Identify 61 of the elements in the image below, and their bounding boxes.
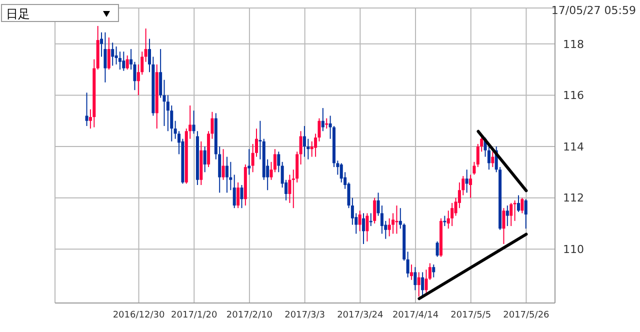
candlestick (111, 42, 114, 66)
candlestick (104, 32, 107, 83)
candlestick (225, 156, 228, 194)
candlestick (417, 272, 420, 298)
x-tick-label: 2017/5/5 (450, 310, 492, 320)
candlestick (428, 262, 432, 280)
candlestick (302, 126, 306, 158)
text: 17/05/27 05:59 (551, 4, 636, 17)
x-tick-label: 2017/4/14 (392, 310, 439, 320)
candlestick (510, 202, 513, 227)
candlestick (424, 269, 428, 294)
candlestick (450, 202, 454, 227)
candlestick (502, 208, 506, 244)
x-tick-label: 2017/1/20 (171, 310, 218, 320)
candlestick (366, 212, 369, 242)
candlestick (229, 161, 232, 191)
candlestick (524, 198, 528, 230)
candlestick (144, 28, 148, 62)
candlestick (362, 212, 366, 244)
candlestick (472, 161, 476, 176)
candlestick (126, 54, 129, 70)
x-tick-label: 2017/2/10 (226, 310, 273, 320)
candlestick (358, 210, 362, 232)
candlestick (299, 130, 302, 165)
candlestick (410, 264, 413, 280)
x-tick-label: 2017/5/26 (503, 310, 550, 320)
candlestick (277, 151, 280, 173)
x-tick-label: 2017/3/24 (337, 310, 384, 320)
y-tick-label: 114 (563, 140, 584, 154)
candlestick (288, 174, 292, 204)
candlestick (373, 197, 376, 224)
y-tick-label: 112 (563, 192, 584, 205)
candlestick (491, 151, 494, 168)
candlestick (122, 51, 126, 72)
candlestick (465, 169, 468, 194)
candlestick (236, 182, 240, 209)
y-tick-label: 116 (563, 89, 584, 102)
candlestick (421, 272, 424, 298)
candlestick (469, 174, 472, 198)
candlestick (436, 240, 439, 258)
candlestick (321, 108, 324, 132)
candlestick (406, 251, 410, 278)
candlestick (258, 120, 262, 160)
dropdown-field: 日足 (1, 4, 119, 22)
candlestick (107, 37, 110, 70)
candlestick (520, 197, 524, 214)
candlestick (414, 266, 417, 291)
candlestick (85, 92, 88, 126)
candlestick (222, 148, 225, 180)
candlestick (232, 174, 236, 209)
y-tick-label: 118 (563, 38, 584, 51)
candlestick (432, 264, 436, 278)
candlestick (192, 110, 196, 134)
x-tick-label: 2016/12/30 (112, 310, 165, 320)
candlestick (203, 146, 206, 173)
y-tick-label: 110 (563, 243, 584, 256)
candlestick (248, 148, 251, 176)
candlestick (516, 194, 520, 212)
x-tick-label: 2017/3/3 (284, 310, 326, 320)
candlestick (506, 205, 509, 227)
candlestick (240, 184, 244, 209)
